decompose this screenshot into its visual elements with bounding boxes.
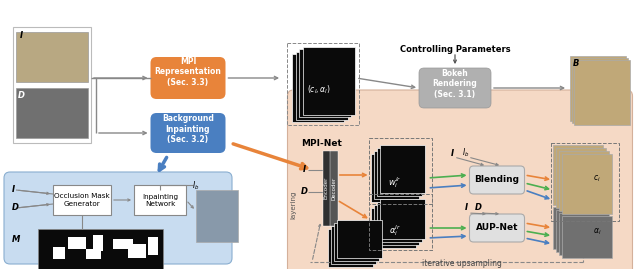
Text: MPI
Representation
(Sec. 3.3): MPI Representation (Sec. 3.3): [155, 57, 221, 87]
Text: $(c_l, \alpha_l)$: $(c_l, \alpha_l)$: [307, 84, 331, 96]
Bar: [369, 194, 431, 250]
Bar: [292, 54, 344, 122]
Text: D: D: [17, 90, 24, 100]
Bar: [287, 43, 359, 125]
FancyBboxPatch shape: [150, 113, 225, 153]
Bar: [67, 237, 86, 249]
Text: I: I: [19, 30, 22, 40]
Bar: [333, 223, 378, 261]
Text: $I_b$: $I_b$: [192, 180, 200, 192]
Text: B: B: [573, 59, 579, 68]
Bar: [127, 244, 145, 258]
Text: $\alpha_i$: $\alpha_i$: [593, 227, 601, 237]
Bar: [572, 58, 628, 122]
Text: AUP-Net: AUP-Net: [476, 224, 518, 232]
Text: M: M: [12, 235, 20, 245]
Text: I: I: [465, 204, 468, 213]
Bar: [328, 229, 372, 267]
Text: I: I: [12, 186, 15, 194]
Bar: [296, 51, 348, 119]
Text: Bokeh
Rendering
(Sec. 3.1): Bokeh Rendering (Sec. 3.1): [433, 69, 477, 99]
Bar: [16, 32, 88, 82]
Text: Encoder: Encoder: [324, 177, 329, 199]
Text: layering: layering: [290, 191, 296, 219]
FancyBboxPatch shape: [287, 90, 632, 269]
Text: iterative upsampling: iterative upsampling: [422, 259, 502, 267]
Text: Blending: Blending: [474, 175, 520, 185]
Text: $w_i^{lr}$: $w_i^{lr}$: [388, 176, 402, 190]
Bar: [147, 237, 157, 255]
Text: $c_i$: $c_i$: [593, 174, 601, 184]
Bar: [86, 249, 100, 259]
Text: I: I: [451, 148, 454, 158]
Bar: [559, 151, 609, 211]
Bar: [562, 154, 612, 214]
Text: Background
Inpainting
(Sec. 3.2): Background Inpainting (Sec. 3.2): [162, 114, 214, 144]
Text: $I_b$: $I_b$: [462, 147, 470, 159]
Bar: [299, 49, 351, 117]
Bar: [369, 138, 431, 204]
Text: Decoder: Decoder: [331, 176, 336, 200]
Bar: [570, 55, 626, 121]
Text: dilation &
upsampling: dilation & upsampling: [383, 147, 424, 160]
Text: Occlusion Mask
Generator: Occlusion Mask Generator: [54, 193, 110, 207]
Bar: [337, 220, 381, 258]
Bar: [13, 27, 91, 143]
Bar: [553, 145, 603, 205]
Bar: [330, 150, 337, 225]
Bar: [371, 208, 415, 248]
Text: D: D: [12, 204, 19, 213]
Bar: [374, 151, 419, 199]
Bar: [16, 88, 88, 138]
Bar: [556, 210, 606, 252]
Text: D: D: [474, 204, 481, 213]
Bar: [574, 59, 630, 125]
Bar: [38, 229, 163, 269]
Bar: [374, 205, 419, 245]
Bar: [53, 185, 111, 215]
Bar: [380, 145, 424, 193]
FancyBboxPatch shape: [470, 166, 525, 194]
FancyBboxPatch shape: [4, 172, 232, 264]
Text: $\alpha_i^{lr}$: $\alpha_i^{lr}$: [389, 224, 401, 238]
Bar: [134, 185, 186, 215]
Bar: [376, 202, 422, 242]
Bar: [52, 247, 65, 259]
Bar: [376, 148, 422, 196]
Text: Inpainting
Network: Inpainting Network: [142, 193, 178, 207]
Bar: [93, 235, 102, 251]
Bar: [371, 154, 415, 202]
FancyBboxPatch shape: [470, 214, 525, 242]
Text: I: I: [303, 165, 305, 175]
Text: MPI-Net: MPI-Net: [301, 139, 342, 147]
Bar: [556, 148, 606, 208]
Bar: [196, 190, 238, 242]
Bar: [562, 216, 612, 258]
Bar: [113, 239, 132, 249]
Text: Controlling Parameters: Controlling Parameters: [400, 45, 510, 55]
Bar: [551, 143, 619, 221]
Bar: [303, 47, 355, 115]
Text: D: D: [301, 187, 307, 196]
Bar: [380, 199, 424, 239]
Bar: [323, 150, 330, 225]
Bar: [553, 207, 603, 249]
FancyBboxPatch shape: [150, 57, 225, 99]
Bar: [559, 213, 609, 255]
Bar: [330, 226, 376, 264]
FancyBboxPatch shape: [419, 68, 491, 108]
